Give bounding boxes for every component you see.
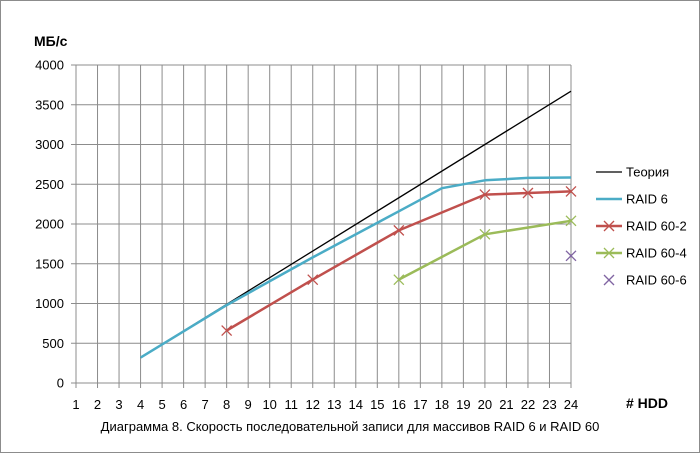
y-tick-label: 3500: [35, 97, 64, 112]
chart-caption: Диаграмма 8. Скорость последовательной з…: [101, 419, 600, 434]
x-tick-label: 10: [262, 397, 276, 412]
data-point-raid-60-4: [565, 215, 577, 227]
x-tick-label: 24: [564, 397, 578, 412]
data-point-raid-60-2: [479, 189, 491, 201]
data-point-raid-60-2: [221, 325, 233, 336]
legend-label: Теория: [626, 165, 669, 180]
legend-label: RAID 60-2: [626, 219, 687, 234]
y-tick-label: 2000: [35, 217, 64, 232]
legend-item-raid-60-6: RAID 60-6: [603, 273, 687, 288]
x-tick-label: 13: [327, 397, 341, 412]
x-tick-label: 23: [542, 397, 556, 412]
x-tick-label: 11: [284, 397, 298, 412]
data-point-raid-60-4: [393, 274, 405, 286]
y-axis-label: МБ/с: [34, 33, 68, 49]
x-tick-label: 22: [521, 397, 535, 412]
axes: [71, 64, 572, 388]
legend-item-raid-60-4: RAID 60-4: [596, 246, 687, 261]
x-tick-label: 12: [306, 397, 320, 412]
x-axis-ticks: 1 2 3 4 5 6 7 8 9 10 11 12 13 14 15 16 17 18 19 20 21 22 23 24: [72, 397, 578, 412]
x-tick-label: 20: [478, 397, 492, 412]
legend-marker: [603, 220, 615, 232]
legend-label: RAID 60-4: [626, 246, 687, 261]
data-point-raid-60-6: [565, 250, 577, 262]
x-tick-label: 8: [223, 397, 230, 412]
x-tick-label: 1: [72, 397, 79, 412]
legend-item-теория: Теория: [596, 165, 669, 180]
legend-item-raid-60-2: RAID 60-2: [596, 219, 687, 234]
x-tick-label: 18: [435, 397, 449, 412]
data-point-raid-60-2: [393, 224, 405, 236]
x-tick-label: 9: [245, 397, 252, 412]
series-line-raid-6: [139, 176, 572, 359]
y-tick-label: 2500: [35, 177, 64, 192]
y-tick-label: 500: [42, 336, 64, 351]
legend-marker: [603, 247, 615, 259]
legend-item-raid-6: RAID 6: [596, 192, 668, 207]
x-tick-label: 5: [158, 397, 165, 412]
x-tick-label: 16: [392, 397, 406, 412]
data-point-raid-60-2: [307, 274, 319, 286]
legend: Теория RAID 6 RAID 60-2 RAID 60-4 RAID 60-6: [596, 165, 687, 288]
series-lines: [139, 90, 577, 359]
series-line-raid-60-2: [226, 190, 572, 332]
legend-marker: [603, 274, 615, 286]
x-tick-label: 15: [370, 397, 384, 412]
data-point-raid-60-2: [565, 185, 577, 197]
y-axis-ticks: 0 500 1000 1500 2000 2500 3000 3500 4000: [35, 58, 64, 391]
y-tick-label: 0: [57, 376, 64, 391]
y-tick-label: 3000: [35, 137, 64, 152]
y-tick-label: 4000: [35, 58, 64, 73]
data-point-raid-60-4: [479, 228, 491, 240]
y-tick-label: 1000: [35, 296, 64, 311]
y-tick-label: 1500: [35, 256, 64, 271]
data-point-raid-60-2: [522, 187, 534, 199]
x-tick-label: 17: [413, 397, 427, 412]
legend-label: RAID 60-6: [626, 273, 687, 288]
x-axis-label: # HDD: [626, 395, 668, 411]
x-tick-label: 4: [137, 397, 144, 412]
x-tick-label: 2: [94, 397, 101, 412]
x-tick-label: 21: [499, 397, 513, 412]
x-tick-label: 19: [456, 397, 470, 412]
x-tick-label: 14: [349, 397, 363, 412]
x-tick-label: 3: [115, 397, 122, 412]
x-tick-label: 7: [202, 397, 209, 412]
x-tick-label: 6: [180, 397, 187, 412]
legend-label: RAID 6: [626, 192, 668, 207]
